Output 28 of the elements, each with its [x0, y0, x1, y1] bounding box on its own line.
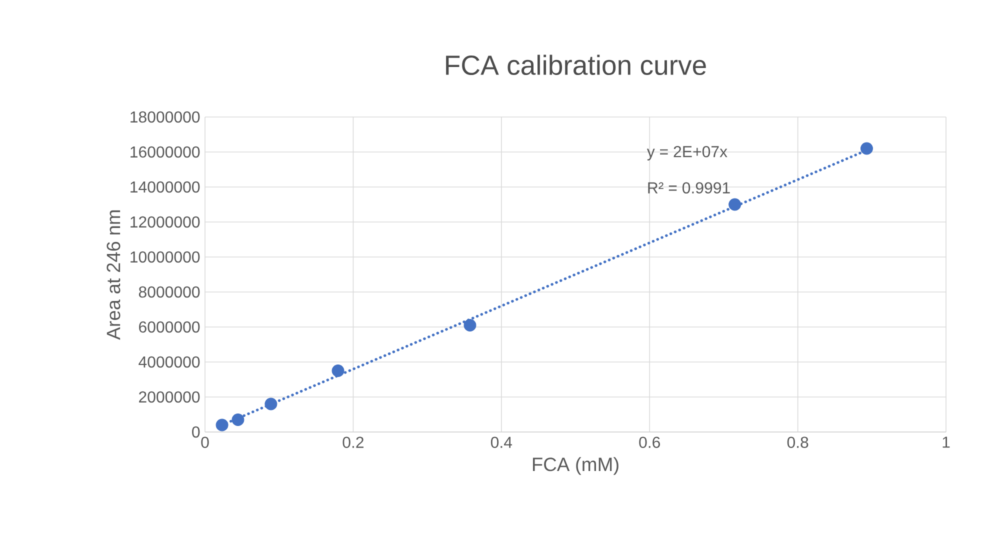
- chart-title: FCA calibration curve: [446, 54, 706, 76]
- point: [216, 418, 228, 432]
- point: [464, 319, 476, 332]
- y-axis-title: Area at 246 nm: [106, 210, 120, 340]
- point: [728, 198, 742, 211]
- x-tick-label: 1: [942, 436, 950, 448]
- y-tick-label: 0: [192, 426, 200, 438]
- y-tick-label: 12000000: [130, 216, 200, 228]
- y-tick-label: 6000000: [139, 321, 200, 333]
- y-tick-label: 18000000: [130, 111, 200, 123]
- point: [232, 414, 244, 426]
- y-tick-label: 14000000: [130, 181, 200, 193]
- point: [332, 364, 344, 377]
- x-tick-label: 0.6: [639, 436, 660, 448]
- y-tick-label: 4000000: [138, 356, 200, 368]
- y-tick-label: 10000000: [130, 251, 200, 263]
- x-tick-label: 0.4: [490, 436, 512, 448]
- point: [264, 398, 278, 410]
- x-tick-label: 0: [201, 436, 209, 448]
- x-tick-label: 0.2: [342, 436, 364, 448]
- x-tick-label: 0.8: [787, 436, 808, 448]
- annotation: R² = 0.9991: [648, 182, 730, 194]
- y-tick-label: 2000000: [139, 391, 200, 403]
- annotation: y = 2E+07x: [646, 146, 728, 160]
- point: [860, 142, 873, 155]
- x-axis-title: FCA (mM): [532, 457, 618, 475]
- y-tick-label: 8000000: [138, 286, 200, 298]
- y-tick-label: 16000000: [130, 146, 200, 158]
